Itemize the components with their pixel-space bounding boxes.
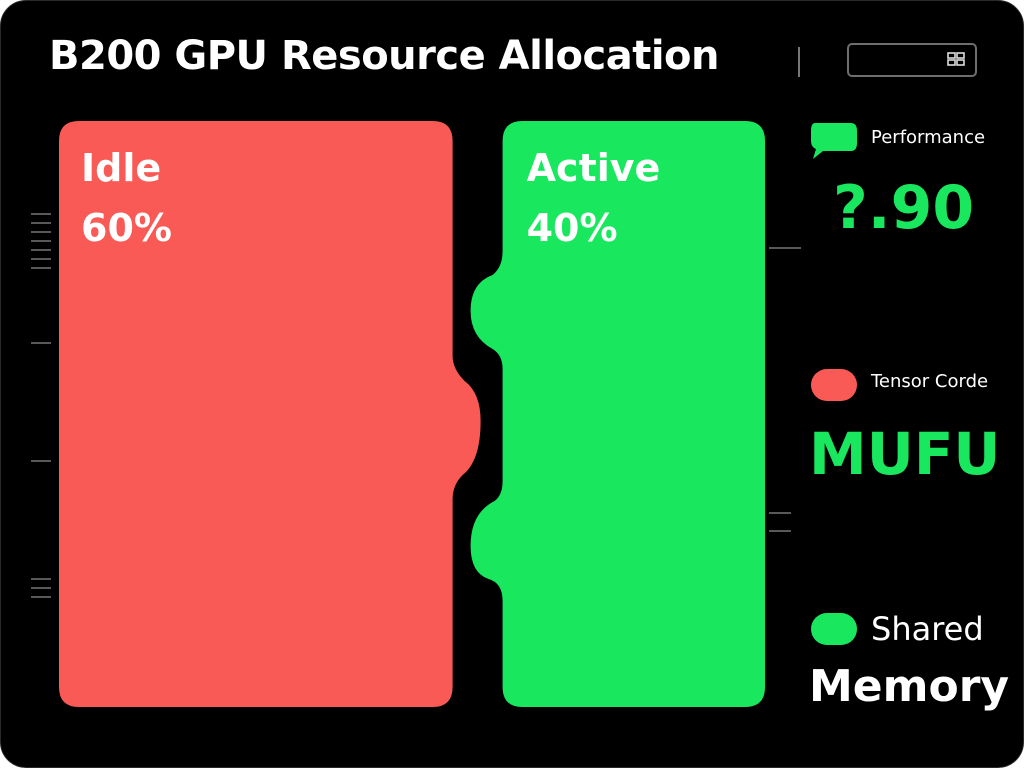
- speech-bubble-icon: [811, 123, 857, 159]
- segment-value-idle: 60%: [81, 206, 172, 250]
- metric-value-shared: Memory: [809, 661, 1010, 712]
- segment-value-active: 40%: [526, 206, 618, 250]
- pill-icon: [811, 613, 857, 645]
- segment-label-idle: Idle: [81, 146, 162, 190]
- header-box[interactable]: [847, 43, 977, 77]
- legend-label-shared: Shared: [871, 610, 984, 648]
- legend-label-tensor-corde: Tensor Corde: [871, 371, 989, 392]
- segment-active: [470, 121, 765, 707]
- metric-value-performance: ?.90: [833, 173, 975, 243]
- segment-idle: [59, 121, 481, 707]
- legend-label-performance: Performance: [871, 127, 986, 148]
- pill-icon: [811, 369, 857, 401]
- segment-label-active: Active: [526, 146, 661, 190]
- chart-title: B200 GPU Resource Allocation: [49, 33, 720, 79]
- grid-icon: [947, 52, 965, 66]
- title-divider: [798, 47, 800, 77]
- metric-value-tensor-corde: MUFU: [809, 420, 1001, 488]
